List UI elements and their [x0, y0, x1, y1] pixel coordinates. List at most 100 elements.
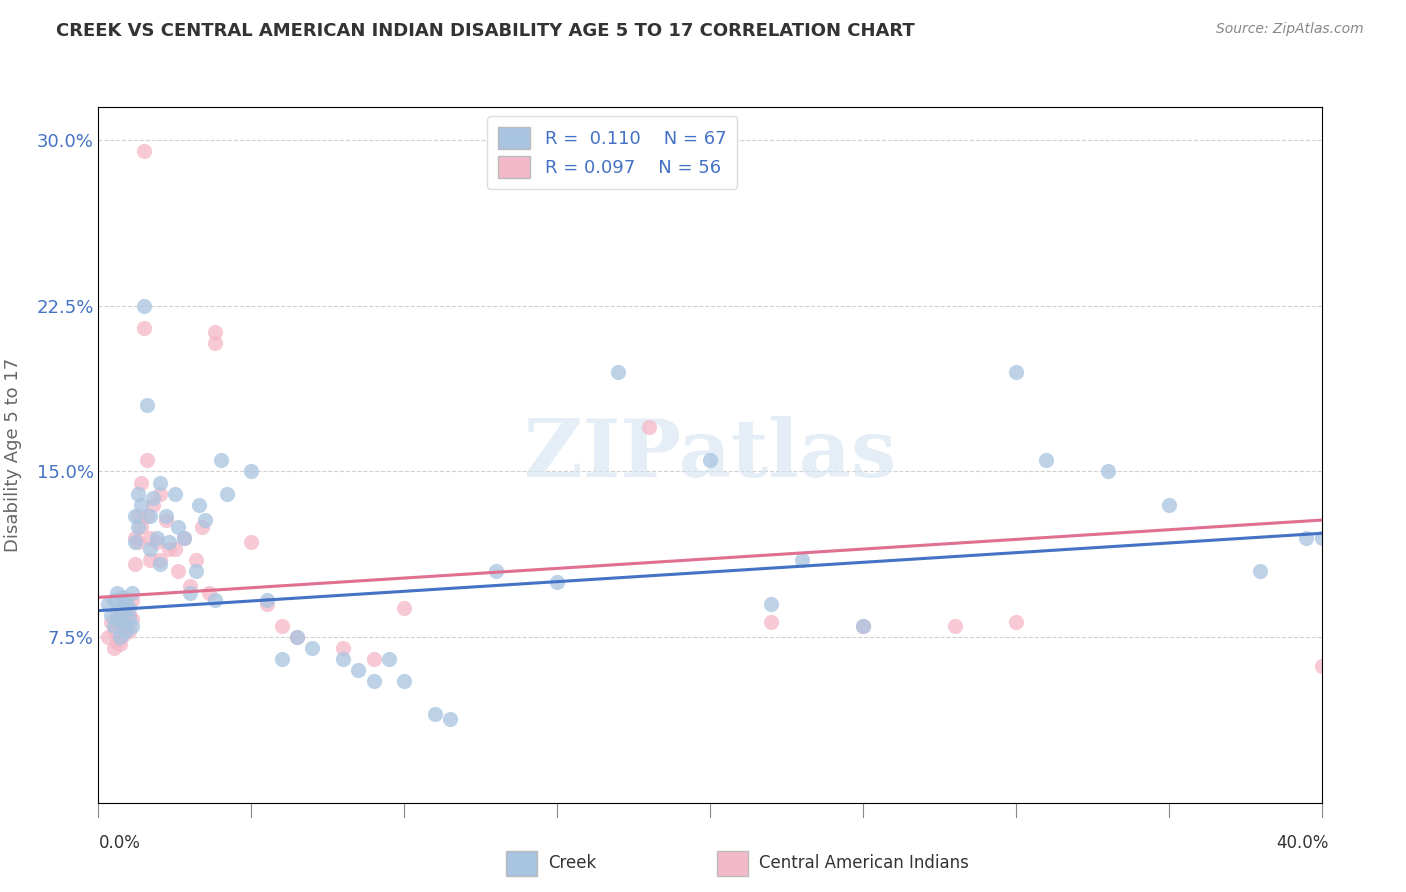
Point	[637, 420, 661, 434]
Point	[108, 619, 131, 633]
Point	[121, 592, 143, 607]
Point	[1004, 365, 1026, 379]
Point	[118, 612, 141, 626]
Point	[179, 586, 201, 600]
Point	[121, 612, 143, 626]
Point	[209, 453, 232, 467]
Point	[188, 498, 211, 512]
Legend: R =  0.110    N = 67, R = 0.097    N = 56: R = 0.110 N = 67, R = 0.097 N = 56	[486, 116, 737, 189]
Point	[191, 519, 214, 533]
Point	[136, 453, 159, 467]
Point	[270, 652, 292, 666]
Point	[134, 299, 156, 313]
Point	[124, 531, 146, 545]
Y-axis label: Disability Age 5 to 17: Disability Age 5 to 17	[4, 358, 22, 552]
Point	[139, 508, 162, 523]
Point	[97, 630, 120, 644]
Point	[115, 624, 138, 638]
Point	[186, 553, 208, 567]
Point	[142, 498, 165, 512]
Point	[163, 541, 186, 556]
Point	[149, 553, 172, 567]
Point	[204, 336, 226, 351]
Point	[240, 465, 263, 479]
Point	[1157, 498, 1180, 512]
Point	[197, 586, 219, 600]
Point	[105, 612, 128, 626]
Point	[149, 475, 172, 490]
Text: ZIPatlas: ZIPatlas	[524, 416, 896, 494]
Point	[142, 491, 165, 505]
Point	[270, 619, 292, 633]
Point	[179, 579, 201, 593]
Point	[134, 145, 156, 159]
Point	[215, 486, 238, 500]
Point	[103, 592, 125, 607]
Point	[1310, 531, 1333, 545]
Point	[1295, 531, 1317, 545]
Point	[105, 586, 128, 600]
Point	[136, 508, 159, 523]
Point	[139, 553, 162, 567]
Point	[439, 712, 461, 726]
Point	[124, 558, 146, 572]
Point	[485, 564, 508, 578]
Point	[1249, 564, 1271, 578]
Point	[157, 541, 180, 556]
Point	[127, 486, 149, 500]
Point	[103, 641, 125, 656]
Point	[115, 615, 138, 629]
Point	[111, 591, 134, 605]
Point	[256, 597, 278, 611]
Point	[134, 321, 156, 335]
Point	[173, 531, 195, 545]
Point	[163, 486, 186, 500]
Point	[100, 615, 122, 629]
Point	[139, 541, 162, 556]
Point	[111, 615, 134, 629]
Point	[194, 513, 217, 527]
Point	[167, 519, 190, 533]
Text: 0.0%: 0.0%	[98, 834, 141, 852]
Point	[115, 597, 138, 611]
Point	[392, 601, 416, 615]
Point	[852, 619, 875, 633]
Point	[129, 475, 152, 490]
Point	[127, 535, 149, 549]
Point	[145, 531, 167, 545]
Point	[256, 592, 278, 607]
Point	[167, 564, 190, 578]
Point	[378, 652, 401, 666]
Point	[145, 535, 167, 549]
Point	[103, 624, 125, 638]
Point	[149, 558, 172, 572]
Point	[121, 619, 143, 633]
Point	[97, 597, 120, 611]
Point	[124, 508, 146, 523]
Point	[155, 508, 177, 523]
Point	[1097, 465, 1119, 479]
Point	[139, 531, 162, 545]
Point	[127, 519, 149, 533]
Point	[240, 535, 263, 549]
Point	[759, 597, 782, 611]
Point	[124, 535, 146, 549]
Point	[699, 453, 721, 467]
Point	[363, 674, 385, 689]
Point	[1310, 658, 1333, 673]
Point	[285, 630, 308, 644]
Text: Creek: Creek	[548, 855, 596, 872]
Point	[423, 707, 446, 722]
Text: CREEK VS CENTRAL AMERICAN INDIAN DISABILITY AGE 5 TO 17 CORRELATION CHART: CREEK VS CENTRAL AMERICAN INDIAN DISABIL…	[56, 22, 915, 40]
Point	[100, 608, 122, 623]
Text: Central American Indians: Central American Indians	[759, 855, 969, 872]
Point	[301, 641, 323, 656]
Point	[1004, 615, 1026, 629]
Point	[173, 531, 195, 545]
Point	[943, 619, 966, 633]
Point	[136, 398, 159, 412]
Point	[108, 637, 131, 651]
Point	[759, 615, 782, 629]
Point	[852, 619, 875, 633]
Point	[332, 641, 354, 656]
